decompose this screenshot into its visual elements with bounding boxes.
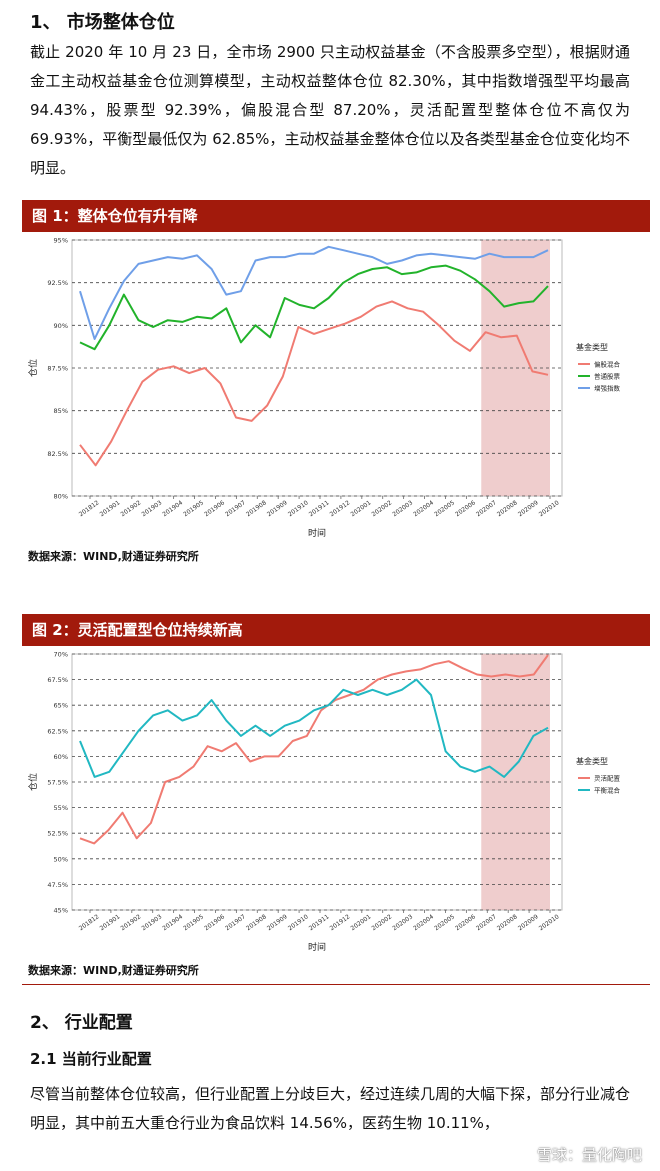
series-line-3 [79,245,549,340]
x-tick-label: 202009 [517,499,540,518]
y-tick-label: 47.5% [47,881,68,889]
x-tick-label: 201901 [99,499,122,518]
x-tick-label: 201907 [224,499,247,518]
x-tick-label: 202010 [538,499,561,518]
x-tick-label: 202005 [433,499,456,518]
x-tick-label: 202008 [496,499,519,518]
legend-label: 普通股票 [594,372,621,381]
figure-divider [22,984,650,985]
x-tick-label: 202002 [370,913,393,932]
x-tick-label: 201903 [140,499,163,518]
legend-title: 基金类型 [576,756,608,766]
x-tick-label: 201909 [266,913,289,932]
x-tick-label: 201906 [203,913,226,932]
series-line-1 [79,300,549,467]
series-line-1 [79,654,549,845]
x-tick-label: 201902 [120,913,143,932]
chart-2: 45% 47.5% 50% 52.5% 55% 57.5% 60% 62.5% 65% 67.5%… [27,651,621,954]
x-tick-label: 202004 [412,499,435,518]
x-tick-label: 201901 [99,913,122,932]
x-tick-label: 201812 [78,913,101,932]
x-tick-label: 201912 [329,913,352,932]
x-axis-label: 时间 [308,527,326,539]
y-axis-label: 仓位 [27,359,39,377]
x-tick-label: 202006 [454,913,477,932]
y-tick-label: 50% [54,855,68,863]
x-tick-label: 201911 [308,913,331,932]
y-tick-label: 55% [54,804,68,812]
x-tick-label: 202005 [433,913,456,932]
y-tick-label: 45% [54,907,68,915]
x-tick-label: 201910 [287,913,310,932]
x-tick-label: 202009 [517,913,540,932]
x-tick-label: 202002 [370,499,393,518]
legend-title: 基金类型 [576,342,608,352]
x-tick-label: 202004 [412,913,435,932]
x-tick-label: 201908 [245,499,268,518]
y-tick-label: 65% [54,702,68,710]
x-tick-label: 202003 [391,913,414,932]
x-tick-label: 201907 [224,913,247,932]
series-line-2 [79,678,549,778]
x-tick-label: 201905 [182,913,205,932]
x-tick-label: 202008 [496,913,519,932]
x-tick-label: 201910 [287,499,310,518]
y-tick-label: 57.5% [47,779,68,787]
x-tick-label: 201904 [161,913,184,932]
section-1-paragraph: 截止 2020 年 10 月 23 日，全市场 2900 只主动权益基金（不含股… [30,43,630,177]
x-tick-label: 201902 [120,499,143,518]
y-tick-label: 52.5% [47,830,68,838]
section-2-1-title: 2.1 当前行业配置 [30,1050,152,1068]
x-tick-label: 202010 [538,913,561,932]
figure-1-source: 数据来源：WIND,财通证券研究所 [28,550,199,563]
y-tick-label: 67.5% [47,676,68,684]
section-2-title: 2、 行业配置 [30,1013,133,1033]
y-tick-label: 82.5% [47,450,68,458]
x-tick-label: 202006 [454,499,477,518]
y-tick-label: 90% [54,322,68,330]
y-axis-label: 仓位 [27,773,39,791]
figure-1-title: 图 1：整体仓位有升有降 [32,207,198,225]
figure-2-source: 数据来源：WIND,财通证券研究所 [28,964,199,977]
highlight-region [481,654,550,910]
y-tick-label: 92.5% [47,279,68,287]
watermark: 雪球：量化陶吧 [536,1146,642,1164]
legend-label: 平衡混合 [594,786,621,795]
y-tick-label: 70% [54,651,68,659]
series-line-2 [79,264,549,351]
x-tick-label: 202001 [350,499,373,518]
x-tick-label: 201909 [266,499,289,518]
x-tick-label: 201912 [329,499,352,518]
figure-2-title-bar: 图 2：灵活配置型仓位持续新高 [22,614,650,646]
chart-1: 80%82.5%85%87.5%90%92.5%95%2018122019012… [27,237,621,540]
legend-label: 灵活配置 [594,774,621,783]
x-tick-label: 201812 [78,499,101,518]
x-axis-label: 时间 [308,941,326,953]
section-2-paragraph: 尽管当前整体仓位较高，但行业配置上分歧巨大，经过连续几周的大幅下探，部分行业减仓… [30,1085,631,1132]
y-tick-label: 87.5% [47,365,68,373]
x-tick-label: 202001 [350,913,373,932]
x-tick-label: 201911 [308,499,331,518]
x-tick-label: 201904 [161,499,184,518]
x-tick-label: 202007 [475,499,498,518]
x-tick-label: 201905 [182,499,205,518]
x-tick-label: 202003 [391,499,414,518]
x-tick-label: 201908 [245,913,268,932]
x-tick-label: 201906 [203,499,226,518]
x-tick-label: 201903 [140,913,163,932]
y-tick-label: 85% [54,407,68,415]
y-tick-label: 60% [54,753,68,761]
y-tick-label: 95% [54,237,68,245]
highlight-region [481,240,550,496]
figure-1-title-bar: 图 1：整体仓位有升有降 [22,200,650,232]
section-1-title: 1、 市场整体仓位 [30,12,175,33]
y-tick-label: 62.5% [47,727,68,735]
figure-2-title: 图 2：灵活配置型仓位持续新高 [32,621,243,639]
legend-label: 偏股混合 [594,360,621,369]
legend-label: 增强指数 [594,384,621,393]
y-tick-label: 80% [54,493,68,501]
x-tick-label: 202007 [475,913,498,932]
